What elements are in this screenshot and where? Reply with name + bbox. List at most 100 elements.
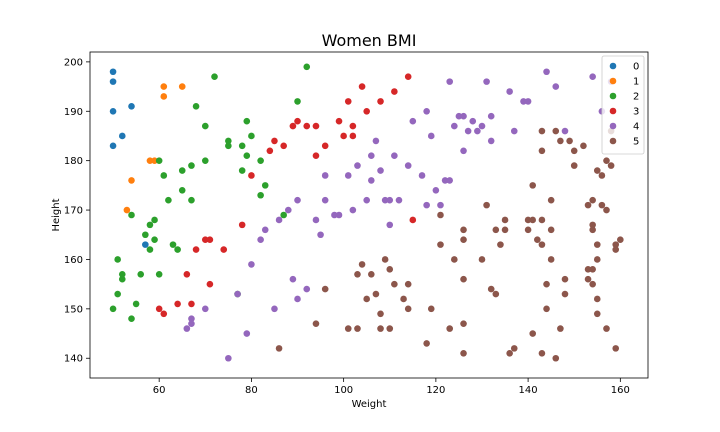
data-point [492,290,500,298]
data-point [294,295,301,303]
data-point [257,191,264,199]
x-tick-label: 140 [519,385,538,396]
plot-area [89,51,649,379]
data-point [377,167,384,174]
data-point [289,275,297,283]
data-point [321,285,329,293]
data-point [118,132,126,140]
data-point [155,157,163,164]
data-point [377,310,384,318]
data-point [312,122,320,130]
data-point [151,157,158,164]
data-point [404,280,412,288]
data-point [451,256,458,263]
data-point [109,107,117,115]
data-point [589,266,596,273]
data-point [589,73,596,80]
series-4 [183,68,615,362]
data-point [206,236,214,243]
data-point [248,172,255,179]
data-point [201,305,209,313]
data-point [557,137,564,145]
data-point [178,167,186,174]
data-point [386,266,394,273]
data-point [538,241,546,248]
data-point [409,117,417,125]
data-point [109,78,117,85]
data-point [169,241,177,248]
data-point [151,216,158,224]
data-point [238,167,246,174]
y-tick-label: 180 [64,156,83,167]
data-point [386,325,394,332]
data-point [478,122,486,130]
data-point [275,345,283,352]
data-point [427,305,435,313]
data-point [377,325,384,332]
data-point [109,305,117,313]
data-point [538,127,546,135]
data-point [538,350,546,357]
data-point [271,305,278,313]
data-point [123,206,131,214]
data-point [128,315,135,323]
data-point [524,226,532,234]
data-point [446,78,454,85]
data-point [155,305,163,313]
data-point [423,107,430,115]
data-point [183,270,191,278]
data-point [460,275,467,283]
data-point [289,122,297,130]
data-point [321,196,329,204]
data-point [437,211,444,219]
data-point [547,196,555,204]
data-point [109,68,117,76]
x-tick-label: 60 [153,385,166,396]
data-point [178,187,186,194]
data-point [474,127,481,135]
data-point [552,127,560,135]
data-point [607,162,615,169]
legend-label: 2 [633,92,639,103]
x-tick-label: 120 [426,385,445,396]
data-point [234,290,241,298]
data-point [344,325,352,332]
data-point [451,122,458,130]
data-point [243,117,251,125]
data-point [248,261,255,268]
data-point [487,137,495,145]
data-point [243,330,251,337]
data-point [529,182,537,189]
y-axis: 140 150 160 170 180 190 200 [64,57,90,365]
data-point [142,231,149,239]
data-point [294,117,301,125]
data-point [386,221,394,229]
data-point [335,117,343,125]
data-point [248,132,255,140]
data-point [547,256,555,263]
series-5 [275,127,624,362]
data-point [261,182,269,189]
data-point [178,83,186,90]
data-point [446,325,454,332]
data-point [160,83,168,90]
data-point [165,196,172,204]
data-point [354,270,361,278]
data-point [280,211,287,219]
data-point [446,177,454,184]
data-point [312,216,320,224]
data-point [188,320,195,327]
data-point [598,201,606,209]
data-point [321,172,329,179]
data-point [160,310,168,318]
data-point [211,73,218,80]
data-point [349,122,357,130]
data-point [206,280,214,288]
x-axis: 60 80 100 120 140 160 [153,378,630,396]
data-point [201,236,209,243]
x-tick-label: 160 [611,385,630,396]
data-point [368,177,375,184]
data-point [593,256,601,263]
data-point [132,300,140,308]
